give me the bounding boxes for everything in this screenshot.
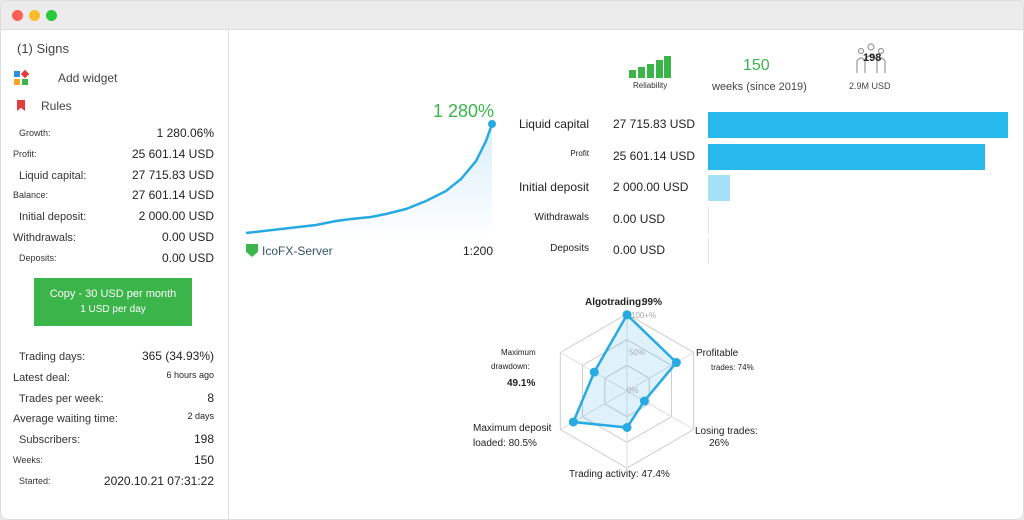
radar-axis-label: 49.1% — [507, 378, 535, 389]
growth-chart — [245, 120, 496, 239]
stat-value: 27 601.14 USD — [131, 188, 214, 203]
stat-value: 25 601.14 USD — [131, 146, 214, 161]
balance-label: Initial deposit — [518, 180, 589, 194]
stat-value: 2 000.00 USD — [138, 209, 214, 224]
minimize-button[interactable] — [29, 10, 40, 21]
stat-value: 365 (34.93%) — [141, 349, 214, 363]
stat-value: 150 — [193, 453, 214, 467]
server-name[interactable]: IcoFX-Server — [262, 244, 333, 258]
stat-label: Trading days: — [19, 351, 86, 363]
balance-bar — [708, 238, 709, 264]
stat-label: Balance: — [13, 190, 49, 201]
stat-label: Deposits: — [19, 252, 57, 263]
balance-label: Withdrawals — [534, 211, 589, 223]
radar-axis-label: 99% — [642, 297, 662, 308]
weeks-label: weeks (since 2019) — [712, 81, 807, 93]
subscribers-icon — [856, 43, 886, 73]
signals-link[interactable]: (1) Signs — [17, 41, 70, 56]
bookmark-icon — [17, 100, 25, 111]
stat-label: Subscribers: — [19, 434, 81, 447]
radar-tick-label: 0% — [627, 386, 639, 395]
radar-axis-label: Trading activity: 47.4% — [569, 469, 670, 480]
stat-label: Growth: — [19, 128, 51, 138]
balance-value: 27 715.83 USD — [613, 117, 696, 131]
balance-value: 0.00 USD — [613, 243, 666, 257]
radar-chart: 100+% 50% 0% Algotrading:99% Profitable trade… — [473, 297, 758, 480]
radar-axis-label: loaded: 80.5% — [473, 438, 537, 449]
stat-value: 2020.10.21 07:31:22 — [103, 473, 214, 488]
stat-value: 1 280.06% — [156, 126, 214, 140]
radar-axis-label: Losing trades: — [695, 426, 758, 437]
radar-point — [639, 396, 649, 406]
stat-label: Started: — [19, 475, 51, 486]
stat-value: 2 days — [187, 411, 214, 422]
growth-end-point — [488, 120, 496, 128]
balance-label: Liquid capital — [518, 117, 589, 131]
growth-area — [246, 124, 492, 239]
title-bar — [1, 1, 1023, 30]
balance-bar — [708, 143, 986, 170]
maximize-button[interactable] — [46, 10, 57, 21]
radar-axis-label: 26% — [709, 438, 729, 449]
stat-label: Profit: — [13, 148, 37, 159]
radar-axis — [626, 352, 694, 392]
shield-check-icon — [246, 244, 258, 257]
stat-label: Weeks: — [13, 455, 43, 465]
weeks-count: 150 — [743, 57, 770, 74]
radar-axis-label: Maximum — [501, 348, 536, 357]
stat-value: 0.00 USD — [161, 230, 214, 244]
balance-label: Deposits — [550, 243, 589, 254]
rules-link[interactable]: Rules — [41, 99, 72, 113]
growth-line — [245, 123, 494, 235]
balance-value: 25 601.14 USD — [613, 148, 696, 163]
close-button[interactable] — [12, 10, 23, 21]
reliability-bars-icon — [629, 56, 671, 78]
balance-bar — [708, 175, 730, 201]
stat-value: 0.00 USD — [161, 250, 214, 265]
radar-axis-label: Maximum deposit — [473, 423, 552, 434]
copy-subscribe-button[interactable]: Copy - 30 USD per month 1 USD per day — [34, 278, 192, 326]
radar-point — [622, 310, 632, 320]
stat-label: Trades per week: — [19, 392, 104, 405]
radar-point — [622, 422, 632, 432]
radar-point — [568, 417, 578, 427]
balance-bar — [708, 112, 1008, 138]
reliability-label: Reliability — [633, 81, 668, 90]
radar-point — [589, 367, 599, 377]
stat-label: Liquid capital: — [19, 169, 87, 182]
radar-tick-label: 50% — [629, 348, 645, 357]
stat-label: Initial deposit: — [19, 211, 87, 224]
widget-icon — [14, 69, 30, 85]
copy-price-monthly: Copy - 30 USD per month — [49, 288, 177, 300]
balance-value: 2 000.00 USD — [613, 180, 689, 194]
subscribers-count: 198 — [863, 52, 882, 64]
stat-value: 27 715.83 USD — [131, 167, 214, 182]
stat-label: Average waiting time: — [13, 413, 118, 426]
funds-value: 2.9M USD — [849, 81, 891, 91]
stat-value: 6 hours ago — [166, 369, 214, 380]
add-widget-button[interactable]: Add widget — [58, 71, 118, 85]
radar-point — [671, 358, 681, 368]
radar-tick-label: 100+% — [631, 311, 656, 320]
stat-value: 8 — [207, 390, 214, 405]
radar-axis-label: Profitable — [696, 348, 739, 359]
stat-value: 198 — [193, 432, 214, 447]
radar-axis-label: drawdown: — [491, 362, 530, 371]
balance-label: Profit — [570, 148, 589, 158]
stat-label: Latest deal: — [13, 371, 70, 384]
balance-value: 0.00 USD — [613, 211, 666, 226]
stat-label: Withdrawals: — [13, 232, 76, 244]
leverage: 1:200 — [463, 244, 494, 258]
balance-bar — [708, 206, 709, 233]
radar-axis-label: trades: 74% — [711, 363, 754, 372]
sidebar: (1) Signs Add widget Rules Growth: 1 280.… — [1, 30, 229, 519]
growth-value: 1 280% — [433, 101, 495, 121]
copy-price-daily: 1 USD per day — [80, 304, 146, 315]
radar-axis — [626, 390, 694, 430]
radar-axis-label: Algotrading: — [585, 297, 644, 308]
